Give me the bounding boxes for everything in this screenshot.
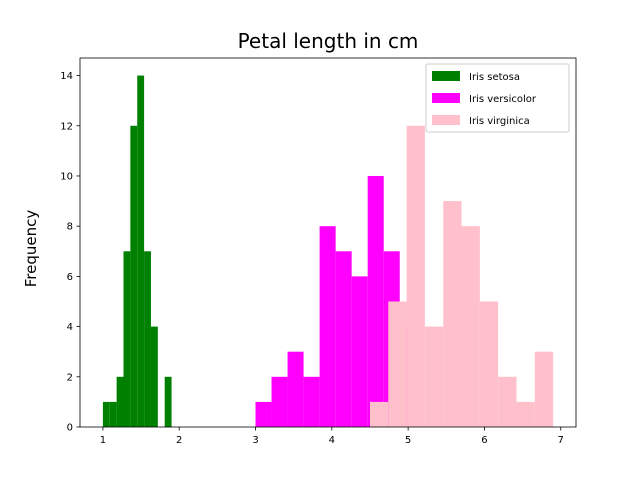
histogram-bar-2-7 bbox=[351, 276, 368, 427]
histogram-bar-3-1 bbox=[369, 401, 389, 427]
histogram-bar-3-7 bbox=[479, 301, 499, 427]
legend-entry-label: Iris versicolor bbox=[469, 94, 537, 105]
histogram-bar-2-2 bbox=[271, 376, 288, 427]
x-tick-label: 2 bbox=[176, 435, 182, 446]
legend-box bbox=[425, 63, 570, 133]
x-tick-label: 5 bbox=[405, 435, 411, 446]
bars-layer bbox=[102, 75, 554, 428]
y-axis-label: Frequency bbox=[22, 210, 40, 288]
histogram-bar-3-6 bbox=[461, 226, 480, 427]
histogram-bar-1-3 bbox=[116, 376, 124, 427]
chart-title: Petal length in cm bbox=[238, 29, 419, 53]
histogram-bar-1-2 bbox=[109, 401, 117, 427]
histogram-bar-1-5 bbox=[130, 125, 138, 427]
histogram-bar-2-1 bbox=[255, 401, 272, 427]
histogram-bar-1-1 bbox=[102, 401, 110, 427]
x-tick-label: 6 bbox=[481, 435, 487, 446]
histogram-bar-2-5 bbox=[319, 226, 336, 427]
x-tick-label: 7 bbox=[558, 435, 564, 446]
legend-entry-label: Iris setosa bbox=[469, 72, 520, 83]
legend-entry-label: Iris virginica bbox=[469, 116, 530, 127]
y-tick-label: 8 bbox=[67, 222, 73, 233]
histogram-bar-3-10 bbox=[534, 351, 554, 427]
histogram-bar-2-6 bbox=[335, 251, 352, 427]
y-tick-label: 14 bbox=[60, 71, 73, 82]
y-tick-label: 10 bbox=[60, 171, 73, 182]
y-tick-label: 0 bbox=[67, 423, 73, 434]
histogram-bar-1-6 bbox=[137, 75, 145, 428]
y-tick-label: 4 bbox=[67, 322, 73, 333]
histogram-bar-1-8 bbox=[150, 326, 158, 427]
x-tick-label: 3 bbox=[252, 435, 258, 446]
histogram-bar-2-4 bbox=[303, 376, 320, 427]
y-tick-label: 6 bbox=[67, 272, 73, 283]
histogram-bar-1-10 bbox=[164, 376, 172, 427]
legend-swatch bbox=[432, 93, 460, 103]
histogram-bar-2-3 bbox=[287, 351, 304, 427]
histogram-bar-1-4 bbox=[123, 251, 131, 427]
y-tick-label: 12 bbox=[60, 121, 73, 132]
histogram-bar-2-8 bbox=[367, 175, 384, 427]
plot-frame bbox=[79, 57, 577, 428]
legend: Iris setosa Iris versicolor Iris virginica bbox=[425, 63, 570, 133]
y-tick-label: 2 bbox=[67, 372, 73, 383]
x-tick-label: 4 bbox=[329, 435, 335, 446]
x-tick-label: 1 bbox=[100, 435, 106, 446]
histogram-bar-3-9 bbox=[516, 401, 535, 427]
legend-swatch bbox=[432, 115, 460, 125]
legend-swatch bbox=[432, 71, 460, 81]
histogram-bar-3-5 bbox=[443, 201, 462, 427]
histogram-bar-3-8 bbox=[498, 376, 517, 427]
histogram-bar-3-2 bbox=[388, 301, 407, 427]
histogram-bar-3-4 bbox=[424, 326, 444, 427]
histogram-bar-1-7 bbox=[144, 251, 151, 427]
histogram-bar-3-3 bbox=[406, 125, 425, 427]
